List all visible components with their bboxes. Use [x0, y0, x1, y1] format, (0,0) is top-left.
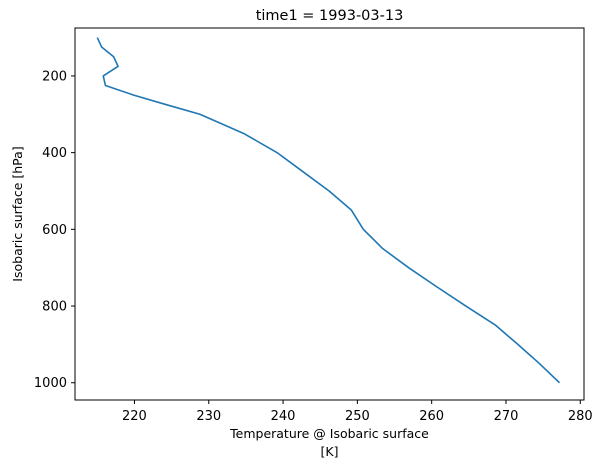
x-tick-label: 230 — [196, 409, 221, 424]
temperature-profile-line — [96, 37, 561, 384]
chart-title: time1 = 1993-03-13 — [256, 8, 404, 24]
x-tick-label: 280 — [568, 409, 593, 424]
x-tick-label: 270 — [494, 409, 519, 424]
y-tick-label: 800 — [42, 300, 67, 315]
x-axis-label: Temperature @ Isobaric surface — [229, 426, 429, 441]
y-tick-label: 1000 — [34, 376, 67, 391]
x-tick-label: 240 — [271, 409, 296, 424]
x-tick-label: 220 — [122, 409, 147, 424]
y-tick-label: 600 — [42, 223, 67, 238]
x-axis-unit-label: [K] — [321, 444, 339, 459]
axes-frame — [74, 27, 585, 401]
x-tick-label: 250 — [345, 409, 370, 424]
y-tick-label: 200 — [42, 69, 67, 84]
x-tick-label: 260 — [419, 409, 444, 424]
y-axis-label: Isobaric surface [hPa] — [10, 146, 25, 281]
y-tick-label: 400 — [42, 146, 67, 161]
